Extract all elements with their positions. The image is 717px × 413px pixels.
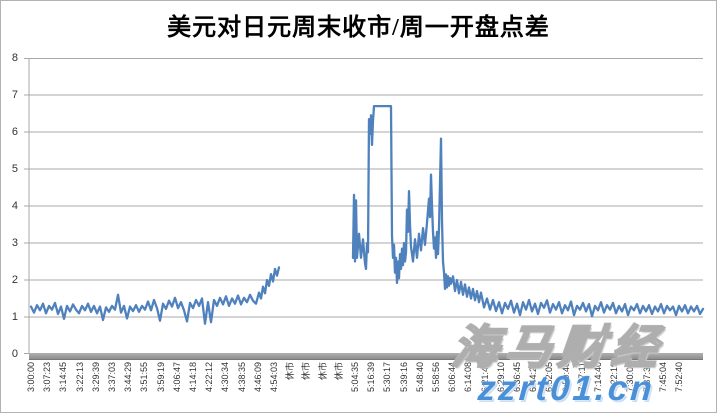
x-tick-label: 3:59:19 (155, 362, 166, 393)
y-tick-label: 6 (11, 126, 18, 138)
x-tick-label: 3:29:39 (90, 362, 101, 393)
x-tick-label: 4:06:47 (171, 362, 182, 393)
x-tick-label-closed-market: 休市 (333, 362, 344, 381)
y-tick-label: 7 (11, 89, 18, 101)
x-tick-label: 4:22:12 (204, 362, 215, 393)
y-tick-label: 2 (11, 274, 18, 286)
x-tick-label: 4:46:09 (252, 362, 263, 393)
plot-svg (24, 58, 705, 354)
y-tick-label: 1 (11, 311, 18, 323)
x-tick-label: 4:54:03 (269, 362, 279, 393)
x-tick-label: 3:51:55 (139, 362, 150, 393)
series-line (351, 104, 705, 318)
x-tick-label: 3:14:45 (58, 362, 69, 393)
x-tick-label: 3:22:13 (74, 362, 85, 393)
x-tick-label: 5:58:56 (431, 362, 441, 393)
x-tick-label: 5:39:16 (398, 362, 409, 393)
chart-title: 美元对日元周末收市/周一开盘点差 (167, 15, 550, 41)
y-tick-label: 3 (11, 237, 18, 249)
x-tick-label: 4:30:34 (220, 362, 231, 393)
x-tick-label: 5:04:35 (350, 362, 360, 393)
x-tick-label: 5:16:39 (366, 362, 377, 393)
x-tick-label: 3:37:03 (107, 362, 117, 393)
y-tick-label: 4 (11, 200, 18, 212)
x-tick-label: 5:48:40 (414, 362, 425, 393)
watermark-site-link: zzrt01.cn (476, 369, 657, 408)
x-tick-label: 4:14:18 (188, 362, 198, 393)
y-tick-label: 5 (11, 163, 18, 175)
y-tick-label: 0 (11, 348, 18, 360)
x-axis-strip (29, 353, 703, 360)
series-line (29, 266, 281, 325)
x-tick-label-closed-market: 休市 (301, 362, 312, 381)
x-tick-label-closed-market: 休市 (285, 362, 296, 381)
x-tick-label: 3:00:00 (26, 362, 36, 393)
x-tick-label: 7:52:40 (674, 362, 684, 393)
x-tick-label: 3:44:29 (123, 362, 134, 393)
x-tick-label-closed-market: 休市 (317, 362, 328, 381)
watermark-brand: 海马财经 (449, 321, 668, 374)
y-tick-label: 8 (11, 52, 18, 64)
x-tick-label: 5:30:17 (382, 362, 393, 393)
x-tick-label: 3:07:23 (42, 362, 53, 393)
x-tick-label: 4:38:35 (236, 362, 247, 393)
